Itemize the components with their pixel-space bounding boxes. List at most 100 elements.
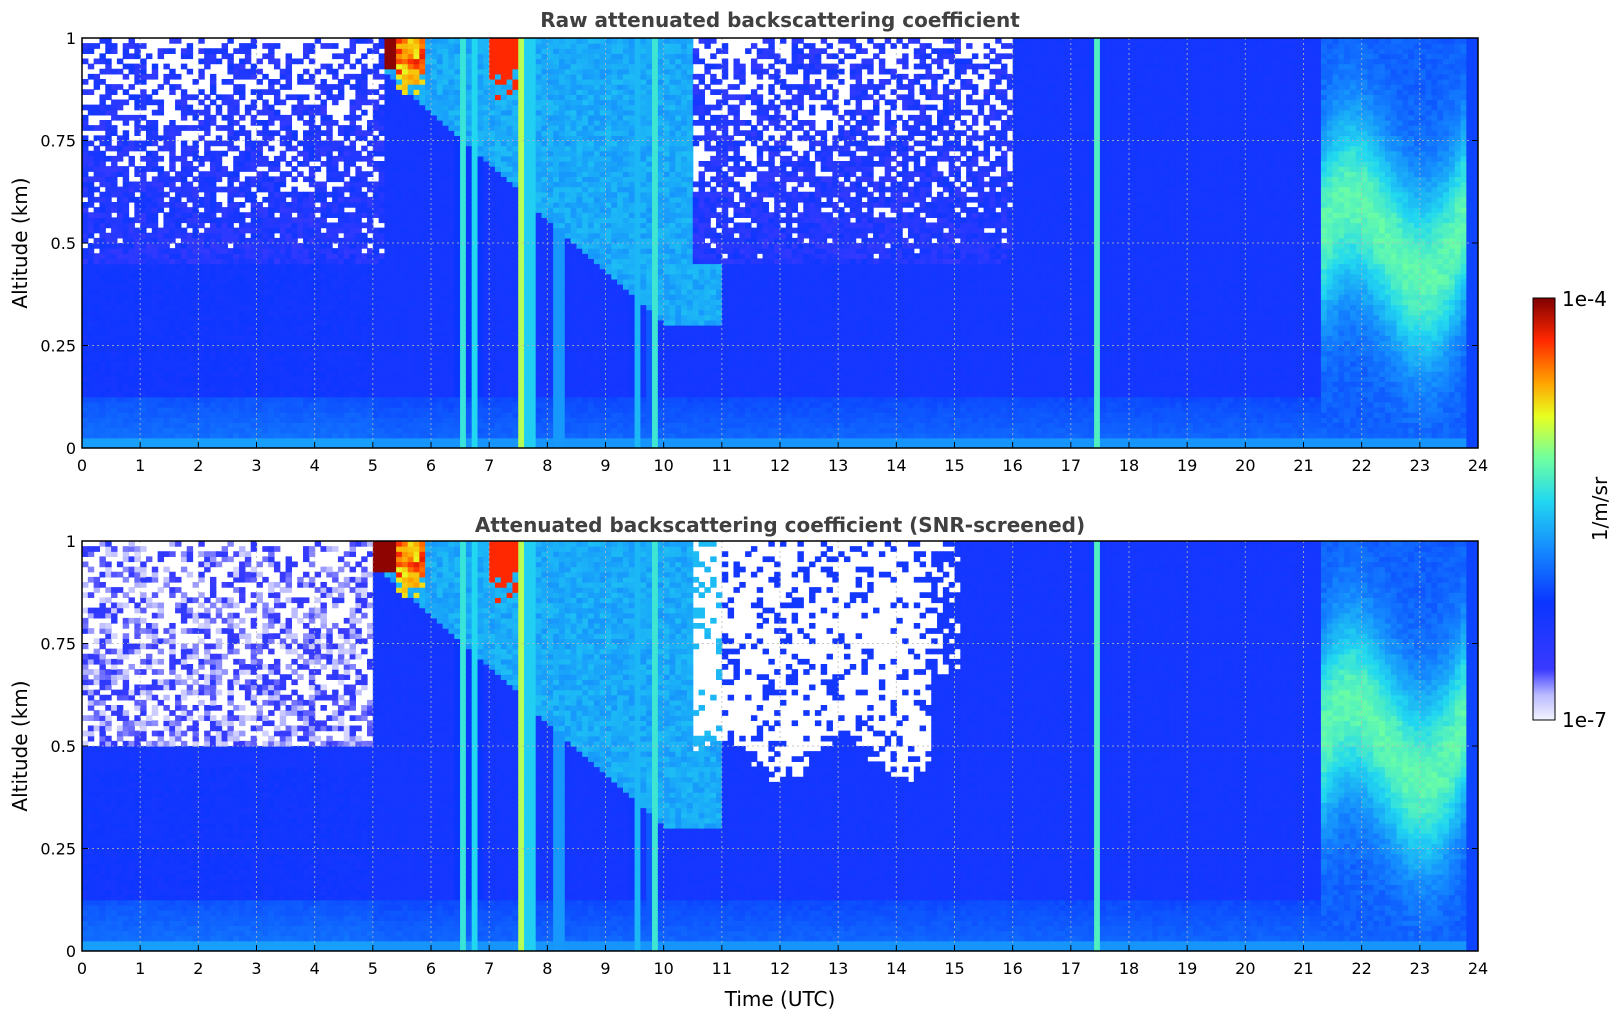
panel-raw-cell [116, 299, 124, 306]
panel-raw-cell [436, 196, 444, 203]
panel-raw-cell [99, 284, 106, 290]
panel-raw-cell [180, 396, 188, 403]
panel-raw-cell [396, 38, 403, 44]
panel-raw-cell [262, 171, 269, 177]
panel-raw-cell [349, 289, 356, 295]
panel-raw-cell [105, 391, 112, 398]
panel-raw-cell [128, 335, 135, 341]
panel-raw-cell [204, 437, 211, 444]
panel-raw-cell [425, 376, 432, 382]
panel-raw-cell [239, 130, 246, 136]
panel-raw-cell [175, 335, 182, 341]
panel-raw-cell [460, 335, 467, 341]
panel-raw-cell [419, 340, 426, 347]
panel-raw-cell [250, 243, 258, 249]
panel-raw-cell [157, 381, 165, 388]
panel-raw-cell [134, 253, 141, 259]
panel-raw-cell [244, 407, 252, 413]
panel-raw-cell [326, 391, 333, 398]
panel-raw-cell [372, 43, 380, 49]
panel-raw-cell [93, 171, 101, 177]
panel-raw-cell [401, 38, 409, 44]
panel-raw-cell [192, 140, 199, 147]
panel-raw-cell [93, 432, 101, 439]
panel-raw-cell [396, 161, 403, 167]
panel-raw-cell [250, 73, 258, 80]
panel-raw-cell [105, 376, 112, 382]
panel-raw-cell [308, 325, 316, 331]
panel-raw-cell [134, 212, 141, 218]
panel-raw-cell [390, 407, 397, 413]
panel-raw-cell [175, 371, 182, 377]
panel-raw-cell [448, 294, 455, 300]
panel-raw-cell [169, 314, 176, 321]
panel-raw-cell [175, 253, 182, 259]
panel-raw-cell [145, 417, 153, 423]
panel-raw-cell [279, 73, 287, 80]
panel-raw-cell [105, 155, 112, 162]
panel-raw-cell [355, 232, 362, 239]
panel-raw-cell [337, 376, 345, 382]
panel-raw-cell [384, 227, 391, 234]
panel-raw-cell [332, 396, 339, 403]
panel-raw-cell [465, 350, 473, 357]
panel-raw-cell [320, 386, 327, 393]
panel-raw-cell [175, 202, 182, 208]
panel-raw-cell [431, 248, 438, 254]
panel-raw-cell [431, 427, 438, 434]
panel-raw-cell [320, 196, 327, 203]
panel-raw-cell [256, 68, 263, 75]
panel-raw-cell [303, 345, 310, 352]
panel-raw-cell [140, 73, 147, 80]
panel-raw-cell [337, 386, 345, 393]
panel-raw-cell [448, 109, 455, 116]
panel-raw-cell [169, 345, 176, 352]
panel-raw-cell [407, 284, 415, 290]
panel-raw-cell [396, 94, 403, 101]
panel-raw-cell [448, 335, 455, 341]
panel-raw-cell [233, 104, 240, 111]
panel-raw-cell [436, 155, 444, 162]
panel-raw-cell [233, 207, 240, 213]
panel-raw-cell [465, 407, 473, 413]
panel-raw-cell [239, 150, 246, 157]
panel-raw-cell [308, 258, 316, 265]
panel-raw-cell [221, 381, 229, 388]
panel-raw-cell [390, 38, 397, 44]
panel-raw-cell [494, 145, 502, 152]
panel-raw-cell [413, 401, 420, 408]
panel-raw-cell [425, 273, 432, 280]
panel-raw-cell [198, 355, 205, 362]
panel-raw-cell [192, 417, 199, 423]
panel-raw-cell [471, 263, 479, 270]
panel-raw-cell [337, 289, 345, 295]
panel-raw-cell [401, 145, 409, 152]
panel-raw-cell [390, 140, 397, 147]
panel-raw-cell [180, 217, 188, 224]
panel-raw-cell [99, 53, 106, 60]
panel-raw-cell [285, 381, 292, 388]
panel-raw-cell [239, 366, 246, 372]
panel-raw-cell [419, 273, 426, 280]
panel-raw-cell [99, 376, 106, 382]
panel-raw-cell [204, 442, 211, 448]
panel-raw-cell [308, 181, 316, 188]
panel-raw-cell [384, 437, 391, 444]
panel-raw-cell [494, 273, 502, 280]
panel-raw-cell [372, 314, 380, 321]
panel-raw-cell [303, 222, 310, 229]
panel-raw-cell [221, 396, 229, 403]
panel-raw-cell [454, 273, 461, 280]
panel-raw-cell [320, 376, 327, 382]
panel-raw-cell [372, 273, 380, 280]
panel-raw-cell [116, 212, 124, 218]
panel-raw-cell [204, 120, 211, 126]
panel-raw-cell [483, 442, 490, 448]
panel-raw-cell [460, 99, 467, 106]
panel-raw-cell [175, 171, 182, 177]
panel-raw-cell [122, 150, 130, 157]
panel-raw-cell [308, 43, 316, 49]
panel-raw-cell [303, 278, 310, 285]
panel-raw-cell [361, 278, 368, 285]
panel-raw-cell [343, 309, 351, 316]
